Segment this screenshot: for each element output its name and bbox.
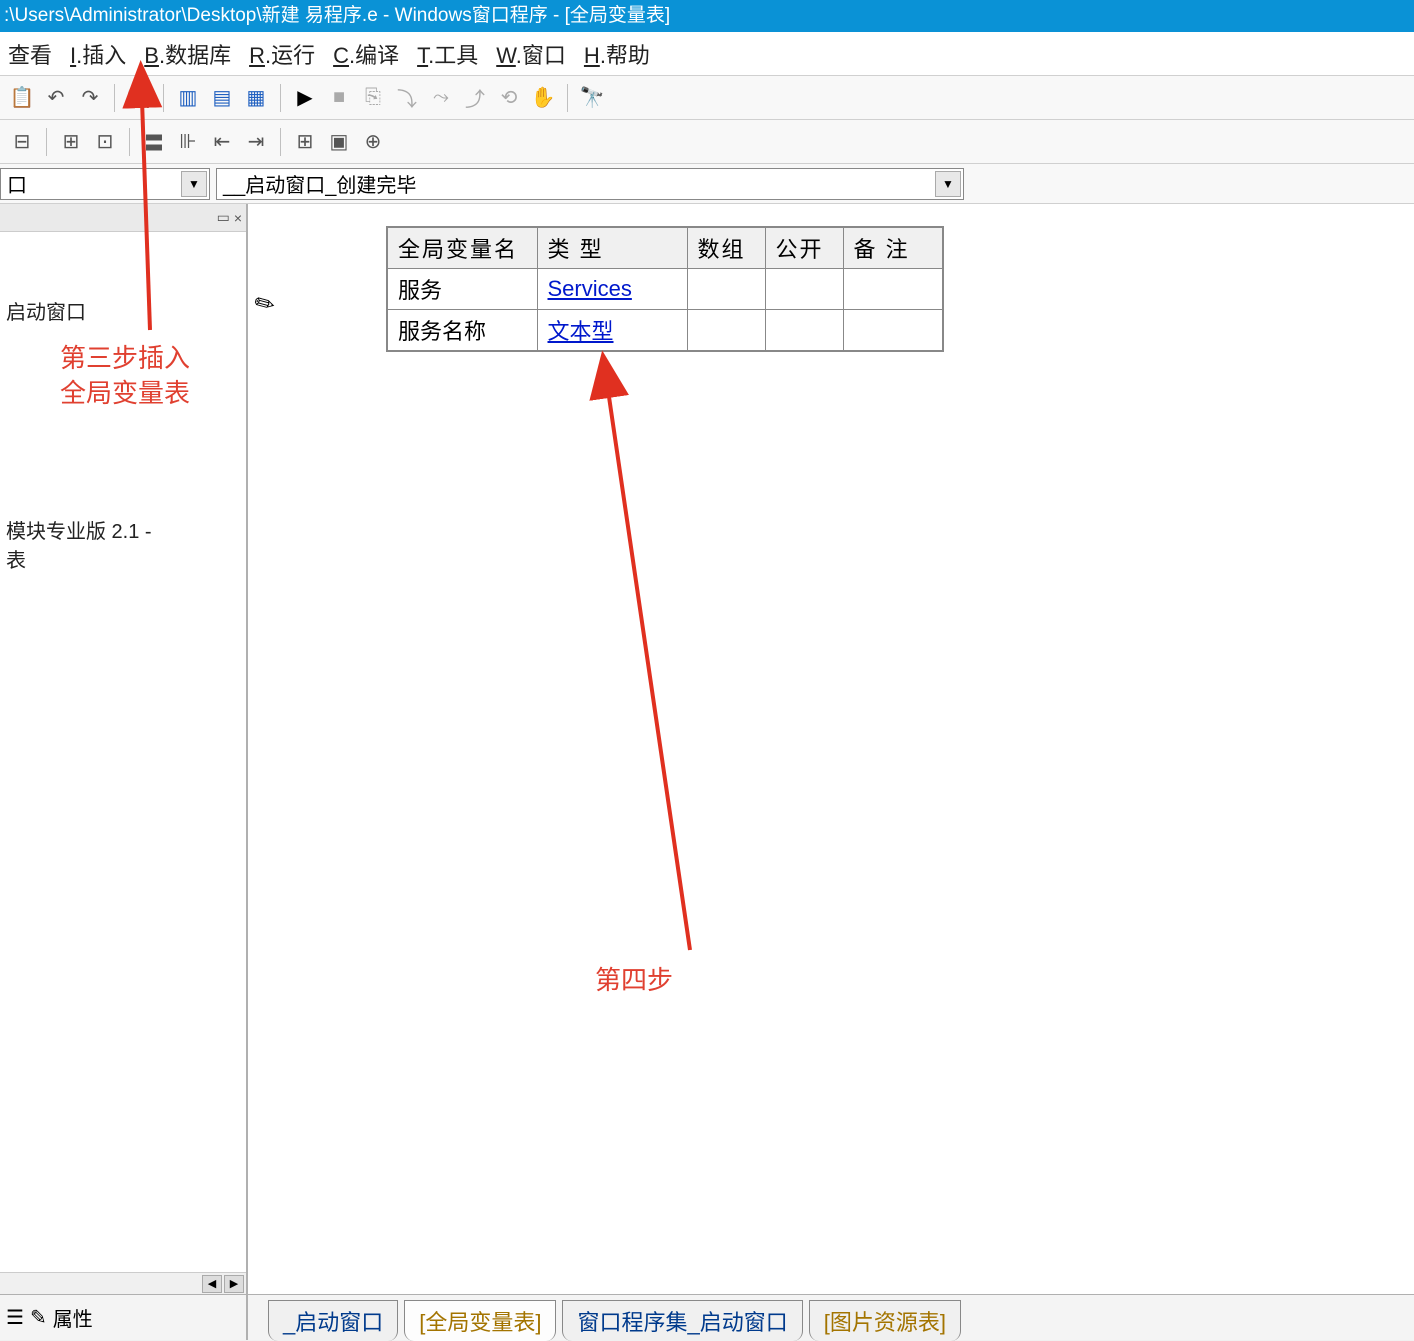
prop1-icon[interactable]: ☰ [6,1305,24,1330]
col-type: 类 型 [537,227,687,269]
tab-imageres[interactable]: [图片资源表] [809,1300,961,1341]
cell-type[interactable]: Services [537,269,687,310]
side-panel-header: ▭ × [0,204,246,232]
scroll-right-icon[interactable]: ▶ [224,1275,244,1293]
side-panel: ▭ × 启动窗口 模块专业版 2.1 - 表 ◀ ▶ [0,204,248,1294]
step-out-icon[interactable]: ⤴ [461,84,489,112]
separator [129,128,130,156]
main-area: ▭ × 启动窗口 模块专业版 2.1 - 表 ◀ ▶ 全局变量名 类 型 数组 … [0,204,1414,1294]
col-name: 全局变量名 [387,227,537,269]
tree-item-table[interactable]: 表 [6,544,240,573]
hand-icon[interactable]: ✋ [529,84,557,112]
menu-database[interactable]: B.数据库 [144,38,231,70]
stop-icon[interactable]: ■ [325,84,353,112]
table-row[interactable]: 服务 Services [387,269,943,310]
align5-icon[interactable]: ⊪ [174,128,202,156]
table-header-row: 全局变量名 类 型 数组 公开 备 注 [387,227,943,269]
step-over-icon[interactable]: ⤳ [427,84,455,112]
run-icon[interactable]: ▶ [291,84,319,112]
col-array: 数组 [687,227,765,269]
global-var-table[interactable]: 全局变量名 类 型 数组 公开 备 注 服务 Services 服务名称 文本型 [386,226,944,352]
cell-type[interactable]: 文本型 [537,310,687,352]
tab-globalvars[interactable]: [全局变量表] [404,1300,556,1341]
chevron-down-icon[interactable]: ▼ [181,171,207,197]
tree-item-window[interactable]: 启动窗口 [6,296,240,325]
toolbar-primary: 📋 ↶ ↷ 🔍 ▥ ▤ ▦ ▶ ■ ⎘ ⤵ ⤳ ⤴ ⟲ ✋ 🔭 [0,76,1414,120]
editor-area: 全局变量名 类 型 数组 公开 备 注 服务 Services 服务名称 文本型 [248,204,1414,1294]
side-panel-body: 启动窗口 模块专业版 2.1 - 表 [0,232,246,1294]
step-into-icon[interactable]: ⤵ [393,84,421,112]
separator [163,84,164,112]
menu-bar: 查看 I.插入 B.数据库 R.运行 C.编译 T.工具 W.窗口 H.帮助 [0,32,1414,76]
tab-procset[interactable]: 窗口程序集_启动窗口 [562,1300,802,1341]
separator [567,84,568,112]
cell-remark[interactable] [843,269,943,310]
cell-array[interactable] [687,269,765,310]
bottom-left: ☰ ✎ 属性 [0,1295,248,1340]
menu-help[interactable]: H.帮助 [584,38,650,70]
window-title: :\Users\Administrator\Desktop\新建 易程序.e -… [4,5,670,26]
menu-run[interactable]: R.运行 [249,38,315,70]
separator [280,128,281,156]
cell-name[interactable]: 服务 [387,269,537,310]
align3-icon[interactable]: ⊡ [91,128,119,156]
dbg1-icon[interactable]: ⎘ [359,84,387,112]
redo-icon[interactable]: ↷ [76,84,104,112]
align6-icon[interactable]: ⇤ [208,128,236,156]
binoc-icon[interactable]: 🔭 [578,84,606,112]
combo-proc[interactable]: __启动窗口_创建完毕 ▼ [216,168,964,200]
properties-label[interactable]: 属性 [53,1303,93,1332]
tab-startwindow[interactable]: _启动窗口 [268,1300,398,1341]
breakpoint-icon[interactable]: ⟲ [495,84,523,112]
bottom-bar: ☰ ✎ 属性 _启动窗口 [全局变量表] 窗口程序集_启动窗口 [图片资源表] [0,1294,1414,1340]
menu-insert[interactable]: I.插入 [70,38,126,70]
col-public: 公开 [765,227,843,269]
editor-tabs: _启动窗口 [全局变量表] 窗口程序集_启动窗口 [图片资源表] [248,1295,1414,1340]
separator [280,84,281,112]
align2-icon[interactable]: ⊞ [57,128,85,156]
paste-icon[interactable]: 📋 [8,84,36,112]
combo-proc-value: __启动窗口_创建完毕 [223,169,416,198]
chevron-down-icon[interactable]: ▼ [935,171,961,197]
pin-icon[interactable]: ▭ [217,209,230,226]
table-row[interactable]: 服务名称 文本型 [387,310,943,352]
separator [46,128,47,156]
cell-public[interactable] [765,269,843,310]
undo-icon[interactable]: ↶ [42,84,70,112]
tree-item-module[interactable]: 模块专业版 2.1 - [6,515,240,544]
align4-icon[interactable]: 〓 [140,128,168,156]
combo-scope[interactable]: 口 ▼ [0,168,210,200]
layout1-icon[interactable]: ▥ [174,84,202,112]
window-titlebar: :\Users\Administrator\Desktop\新建 易程序.e -… [0,0,1414,32]
menu-compile[interactable]: C.编译 [333,38,399,70]
cell-name[interactable]: 服务名称 [387,310,537,352]
grid2-icon[interactable]: ▣ [325,128,353,156]
menu-window[interactable]: W.窗口 [496,38,566,70]
align7-icon[interactable]: ⇥ [242,128,270,156]
cell-remark[interactable] [843,310,943,352]
side-hscroll[interactable]: ◀ ▶ [0,1272,246,1294]
grid3-icon[interactable]: ⊕ [359,128,387,156]
align1-icon[interactable]: ⊟ [8,128,36,156]
cell-public[interactable] [765,310,843,352]
search-icon[interactable]: 🔍 [125,84,153,112]
cell-array[interactable] [687,310,765,352]
toolbar-align: ⊟ ⊞ ⊡ 〓 ⊪ ⇤ ⇥ ⊞ ▣ ⊕ [0,120,1414,164]
scroll-left-icon[interactable]: ◀ [202,1275,222,1293]
menu-view[interactable]: 查看 [8,38,52,70]
prop2-icon[interactable]: ✎ [30,1305,47,1330]
menu-tools[interactable]: T.工具 [417,38,478,70]
layout3-icon[interactable]: ▦ [242,84,270,112]
combo-row: 口 ▼ __启动窗口_创建完毕 ▼ [0,164,1414,204]
close-icon[interactable]: × [234,210,242,226]
grid1-icon[interactable]: ⊞ [291,128,319,156]
combo-scope-value: 口 [7,169,27,198]
col-remark: 备 注 [843,227,943,269]
separator [114,84,115,112]
layout2-icon[interactable]: ▤ [208,84,236,112]
